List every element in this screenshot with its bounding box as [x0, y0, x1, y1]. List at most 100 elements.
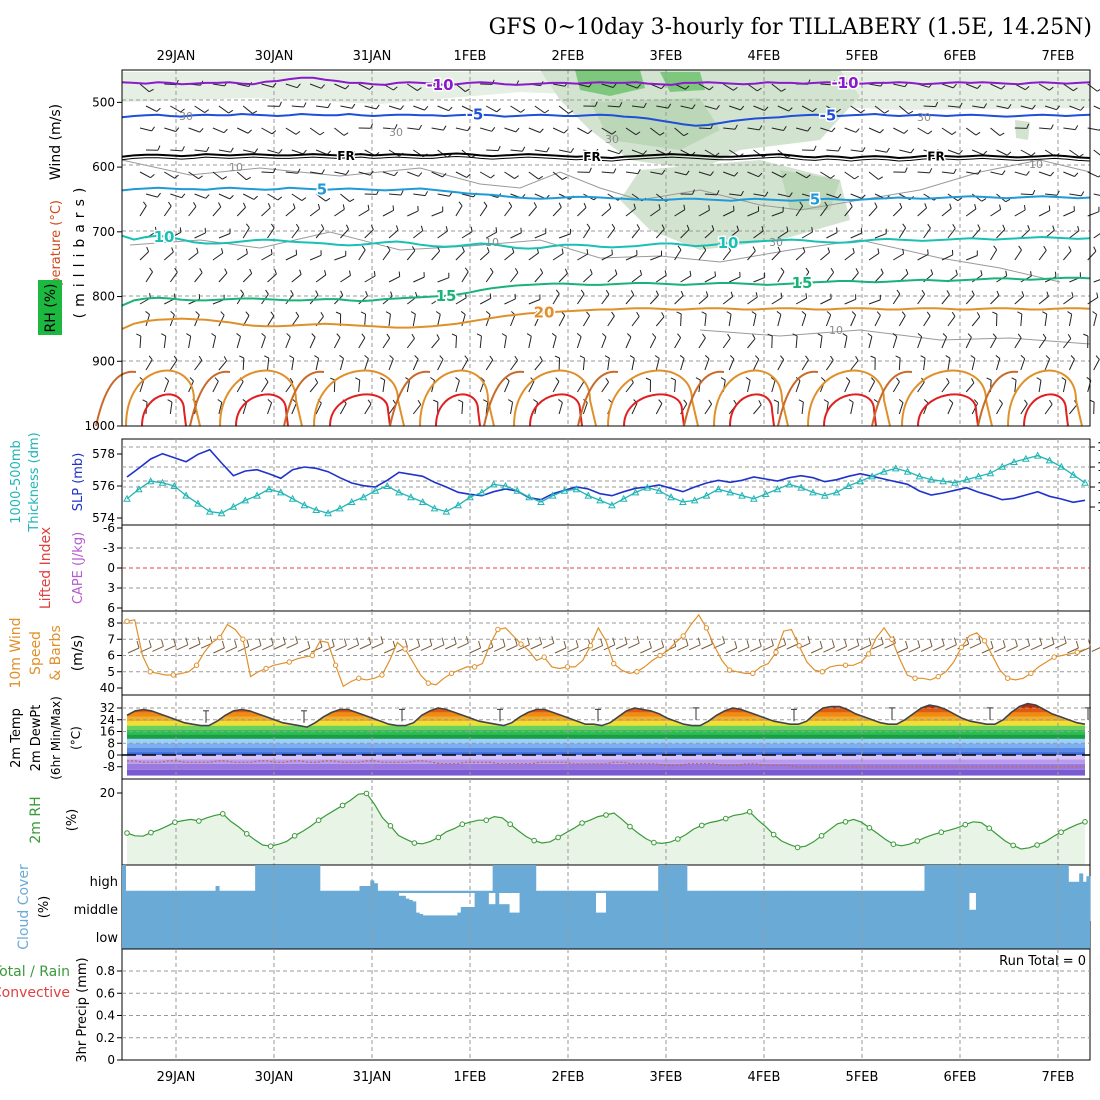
wind-barb-flag	[476, 333, 482, 337]
wind-barb-flag	[704, 355, 710, 360]
cloud-middle-bar	[796, 893, 800, 921]
cloud-high-bar	[262, 865, 267, 893]
wind-barb	[315, 274, 327, 283]
thickness-slp-panel: 1008101110141017574576578 1000-500mb Thi…	[9, 432, 1100, 532]
cloud-middle-bar	[422, 915, 427, 921]
wind-barb	[820, 251, 830, 261]
cloud-high-bar	[373, 883, 378, 893]
rh-point	[986, 825, 993, 832]
wind-barb-flag	[589, 268, 593, 275]
wind10m-frame	[121, 610, 1091, 696]
wind-barb	[753, 105, 765, 111]
cloud-high-bar	[830, 890, 835, 893]
rh2m-panel: 20 2m RH (%)	[28, 778, 1091, 866]
wind-barb	[333, 337, 341, 349]
cloud-high-bar	[323, 890, 328, 893]
wind-barb-flag	[325, 197, 331, 202]
wind-barb	[358, 209, 370, 217]
wind-barb	[291, 149, 304, 155]
wind-barb-flag	[167, 201, 172, 207]
wind-barb	[868, 381, 876, 393]
wind-barb-flag	[953, 637, 957, 645]
wind-barb	[847, 645, 860, 652]
y-tick-label: 700	[92, 225, 115, 239]
cloud-high-bar	[467, 890, 472, 893]
cloud-middle-bar	[720, 893, 724, 921]
cloud-high-bar	[237, 890, 242, 893]
wind-barb	[455, 205, 463, 217]
wind-speed-point	[1005, 675, 1011, 681]
wind-barb-flag	[483, 399, 488, 403]
cloud-high-bar	[672, 865, 677, 893]
cloud-high-bar	[906, 890, 911, 893]
cloud-high-bar	[611, 890, 616, 893]
isotherm-line	[121, 76, 1091, 86]
cloud-middle-bar	[474, 893, 479, 921]
wind-barb	[139, 335, 142, 349]
wind-barb	[139, 205, 147, 217]
surface-isotherm-brown	[389, 370, 431, 427]
temp-band	[127, 730, 1085, 735]
wind-barb-flag	[999, 204, 1002, 210]
isotherm-label: 15	[436, 287, 457, 305]
cloud-middle-bar	[478, 893, 482, 921]
cloud-high-bar	[719, 890, 724, 893]
wind-barb	[528, 336, 532, 349]
wind-barb-flag	[370, 224, 374, 230]
wind-barb	[704, 358, 710, 371]
wind-barb-flag	[594, 101, 598, 107]
wind-barb	[406, 338, 415, 349]
wind-barb-flag	[1030, 271, 1032, 277]
wind-barb-flag	[601, 333, 607, 338]
wind-barb-flag	[927, 223, 931, 229]
cloud-high-bar	[222, 890, 227, 893]
rh-point	[507, 821, 514, 828]
pressure-label: (millibars)	[72, 182, 88, 319]
wind-barb-flag	[1020, 355, 1026, 360]
wind-barb-flag	[1080, 106, 1085, 111]
wind-barb-flag	[558, 202, 562, 208]
rh-contour	[121, 159, 1091, 211]
wind-barb	[777, 314, 782, 327]
wind-barb-flag	[955, 269, 958, 275]
wind-barb-flag	[830, 355, 834, 361]
thickness-marker	[170, 481, 179, 489]
wind-barb	[169, 359, 178, 371]
wind-barb	[212, 83, 225, 87]
y-tick-label: 800	[92, 290, 115, 304]
cloud-middle-bar	[253, 893, 258, 921]
wind-barb	[218, 193, 231, 200]
cloud-high-bar	[985, 865, 990, 893]
wind-barb-flag	[174, 174, 179, 179]
wind-barb	[722, 210, 735, 217]
cloud-high-bar	[399, 890, 404, 893]
cloud-low-layer	[122, 921, 1090, 949]
wind-barb	[762, 645, 774, 652]
wind-barb	[1020, 193, 1033, 196]
cloud-middle-bar	[187, 893, 192, 921]
wind-barb	[455, 297, 467, 305]
wind-barb	[631, 228, 640, 239]
bottom-date-label: 29JAN	[157, 1070, 196, 1085]
wind-barb	[236, 253, 248, 261]
wind-barb-flag	[702, 245, 707, 251]
wind-barb-flag	[351, 103, 356, 109]
cloud-high-bar	[517, 865, 522, 893]
cloud-high-bar	[132, 890, 137, 893]
wind-barb	[461, 271, 469, 283]
thickness-marker	[797, 483, 805, 491]
cloud-middle-bar	[543, 893, 548, 921]
wind-barb	[461, 314, 466, 327]
cloud-high-bar	[474, 890, 479, 893]
wind-speed-point	[726, 667, 733, 673]
wind-barb-flag	[418, 172, 423, 177]
cloud-middle-bar	[775, 893, 780, 921]
cloud-middle-bar	[339, 893, 344, 921]
wind-barb-flag	[563, 640, 567, 649]
wind-barb-flag	[495, 227, 498, 233]
wind-barb	[920, 645, 933, 652]
cloud-high-bar	[485, 890, 490, 893]
wind-barb	[1069, 105, 1081, 111]
wind-barb-flag	[716, 105, 720, 110]
